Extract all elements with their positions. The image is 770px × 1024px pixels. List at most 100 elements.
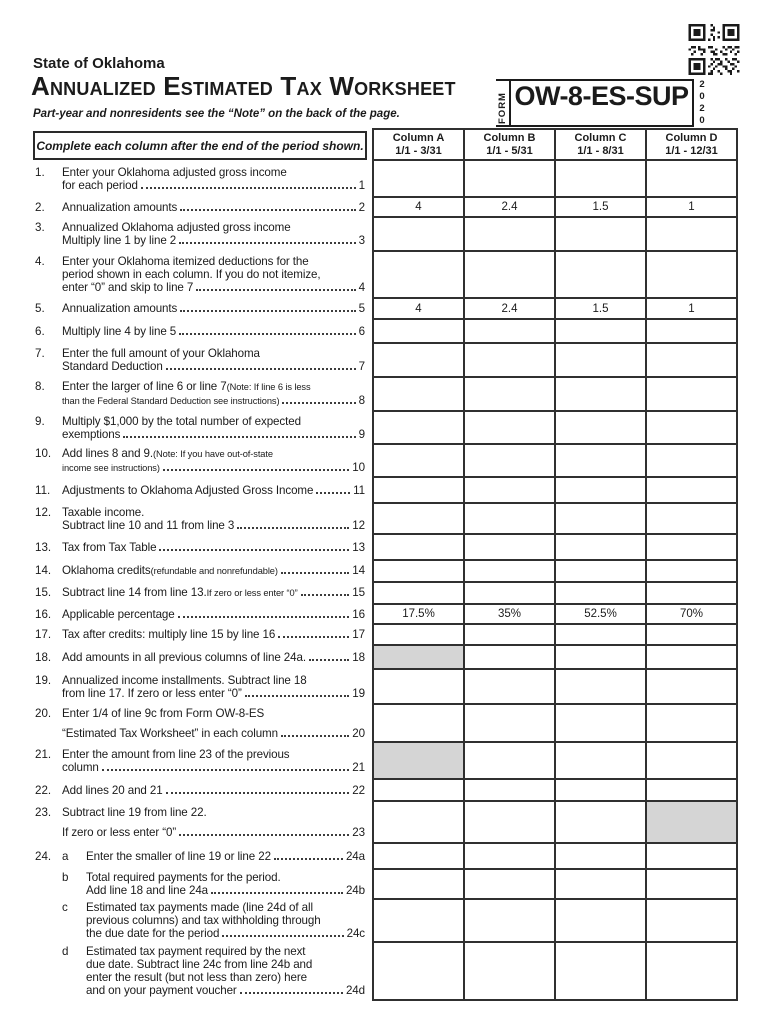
cell-19-b[interactable] <box>463 668 556 705</box>
cell-18-d[interactable] <box>645 644 738 670</box>
cell-12-d[interactable] <box>645 502 738 535</box>
cell-20-c[interactable] <box>554 703 647 743</box>
cell-6-d[interactable] <box>645 318 738 344</box>
cell-10-d[interactable] <box>645 443 738 478</box>
cell-15-a[interactable] <box>372 581 465 605</box>
line-ref: 13 <box>352 540 365 554</box>
cell-24b-c[interactable] <box>554 868 647 900</box>
cell-24a-a[interactable] <box>372 842 465 870</box>
cell-3-a[interactable] <box>372 216 465 252</box>
cell-21-d[interactable] <box>645 741 738 780</box>
cell-14-b[interactable] <box>463 559 556 583</box>
cell-1-d[interactable] <box>645 159 738 198</box>
cell-17-b[interactable] <box>463 623 556 646</box>
cell-24d-d[interactable] <box>645 941 738 1001</box>
cell-24c-a[interactable] <box>372 898 465 943</box>
cell-15-d[interactable] <box>645 581 738 605</box>
cell-12-c[interactable] <box>554 502 647 535</box>
cell-9-a[interactable] <box>372 410 465 445</box>
description-line: Standard Deduction 7 <box>62 360 365 373</box>
cell-22-c[interactable] <box>554 778 647 802</box>
cell-24b-d[interactable] <box>645 868 738 900</box>
cell-11-c[interactable] <box>554 476 647 504</box>
cell-1-c[interactable] <box>554 159 647 198</box>
cell-20-d[interactable] <box>645 703 738 743</box>
cell-24a-b[interactable] <box>463 842 556 870</box>
cell-22-d[interactable] <box>645 778 738 802</box>
cell-24c-d[interactable] <box>645 898 738 943</box>
cell-14-c[interactable] <box>554 559 647 583</box>
cell-24a-c[interactable] <box>554 842 647 870</box>
cell-12-b[interactable] <box>463 502 556 535</box>
cell-19-d[interactable] <box>645 668 738 705</box>
cell-12-a[interactable] <box>372 502 465 535</box>
cell-8-c[interactable] <box>554 376 647 412</box>
description-line: Annualization amounts 5 <box>62 302 365 315</box>
cell-3-c[interactable] <box>554 216 647 252</box>
cell-22-b[interactable] <box>463 778 556 802</box>
cell-9-b[interactable] <box>463 410 556 445</box>
line-number: 15. <box>35 586 52 599</box>
cell-4-b[interactable] <box>463 250 556 299</box>
worksheet-row-3: 3. Annualized Oklahoma adjusted gross inc… <box>33 216 738 252</box>
cell-23-a[interactable] <box>372 800 465 844</box>
cell-14-d[interactable] <box>645 559 738 583</box>
cell-10-a[interactable] <box>372 443 465 478</box>
cell-24a-d[interactable] <box>645 842 738 870</box>
cell-20-a[interactable] <box>372 703 465 743</box>
cell-22-a[interactable] <box>372 778 465 802</box>
cell-23-c[interactable] <box>554 800 647 844</box>
cell-7-d[interactable] <box>645 342 738 378</box>
cell-21-c[interactable] <box>554 741 647 780</box>
cell-8-b[interactable] <box>463 376 556 412</box>
cell-21-b[interactable] <box>463 741 556 780</box>
cell-11-b[interactable] <box>463 476 556 504</box>
cell-6-a[interactable] <box>372 318 465 344</box>
cell-13-d[interactable] <box>645 533 738 561</box>
cell-4-d[interactable] <box>645 250 738 299</box>
cell-17-d[interactable] <box>645 623 738 646</box>
cell-24c-c[interactable] <box>554 898 647 943</box>
cell-7-a[interactable] <box>372 342 465 378</box>
cell-14-a[interactable] <box>372 559 465 583</box>
cell-20-b[interactable] <box>463 703 556 743</box>
cell-10-c[interactable] <box>554 443 647 478</box>
cell-18-b[interactable] <box>463 644 556 670</box>
cell-7-b[interactable] <box>463 342 556 378</box>
cell-15-c[interactable] <box>554 581 647 605</box>
cell-10-b[interactable] <box>463 443 556 478</box>
cell-9-c[interactable] <box>554 410 647 445</box>
cell-6-b[interactable] <box>463 318 556 344</box>
cell-9-d[interactable] <box>645 410 738 445</box>
cell-7-c[interactable] <box>554 342 647 378</box>
cell-17-c[interactable] <box>554 623 647 646</box>
cell-3-b[interactable] <box>463 216 556 252</box>
cell-17-a[interactable] <box>372 623 465 646</box>
line-ref: 5 <box>358 302 365 315</box>
cell-24d-b[interactable] <box>463 941 556 1001</box>
cell-11-d[interactable] <box>645 476 738 504</box>
cell-15-b[interactable] <box>463 581 556 605</box>
cell-13-b[interactable] <box>463 533 556 561</box>
cell-24b-a[interactable] <box>372 868 465 900</box>
cell-19-a[interactable] <box>372 668 465 705</box>
cell-24b-b[interactable] <box>463 868 556 900</box>
cell-24c-b[interactable] <box>463 898 556 943</box>
cell-13-a[interactable] <box>372 533 465 561</box>
cell-8-d[interactable] <box>645 376 738 412</box>
cell-3-d[interactable] <box>645 216 738 252</box>
cell-8-a[interactable] <box>372 376 465 412</box>
cell-23-b[interactable] <box>463 800 556 844</box>
cell-11-a[interactable] <box>372 476 465 504</box>
line-number: 16. <box>35 607 52 621</box>
cell-4-c[interactable] <box>554 250 647 299</box>
cell-24d-c[interactable] <box>554 941 647 1001</box>
cell-6-c[interactable] <box>554 318 647 344</box>
cell-24d-a[interactable] <box>372 941 465 1001</box>
cell-19-c[interactable] <box>554 668 647 705</box>
cell-18-c[interactable] <box>554 644 647 670</box>
cell-1-b[interactable] <box>463 159 556 198</box>
cell-13-c[interactable] <box>554 533 647 561</box>
cell-4-a[interactable] <box>372 250 465 299</box>
cell-1-a[interactable] <box>372 159 465 198</box>
